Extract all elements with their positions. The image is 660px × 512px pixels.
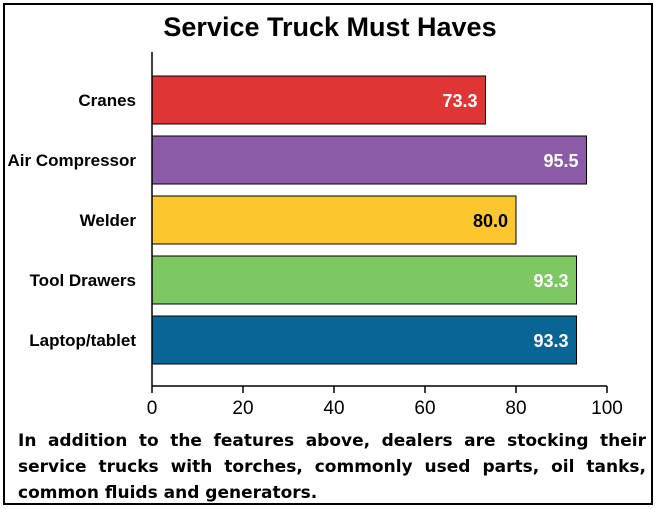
bar-2 (151, 195, 517, 245)
x-tick-label-0: 0 (147, 398, 158, 419)
chart-caption: In addition to the features above, deale… (18, 431, 646, 503)
category-label-0: Cranes (78, 91, 136, 110)
x-tick-label-4: 80 (505, 398, 526, 419)
value-label-1: 95.5 (543, 151, 578, 171)
value-label-2: 80.0 (473, 211, 508, 231)
category-label-1: Air Compressor (8, 151, 137, 170)
x-tick-label-1: 20 (232, 398, 253, 419)
value-label-0: 73.3 (442, 91, 477, 111)
bar-4 (151, 315, 578, 365)
x-tick-label-5: 100 (591, 398, 623, 419)
x-tick-label-2: 40 (323, 398, 344, 419)
value-label-4: 93.3 (533, 331, 568, 351)
category-label-4: Laptop/tablet (29, 331, 136, 350)
chart-title: Service Truck Must Haves (163, 12, 497, 42)
bar-chart: Cranes 73.3 Air Compressor 95.5 Welder 80.0 To… (8, 52, 623, 419)
x-tick-label-3: 60 (414, 398, 435, 419)
bar-3 (151, 255, 578, 305)
category-label-2: Welder (80, 211, 137, 230)
bar-0 (151, 75, 487, 125)
bar-1 (151, 135, 588, 185)
value-label-3: 93.3 (533, 271, 568, 291)
category-label-3: Tool Drawers (30, 271, 136, 290)
